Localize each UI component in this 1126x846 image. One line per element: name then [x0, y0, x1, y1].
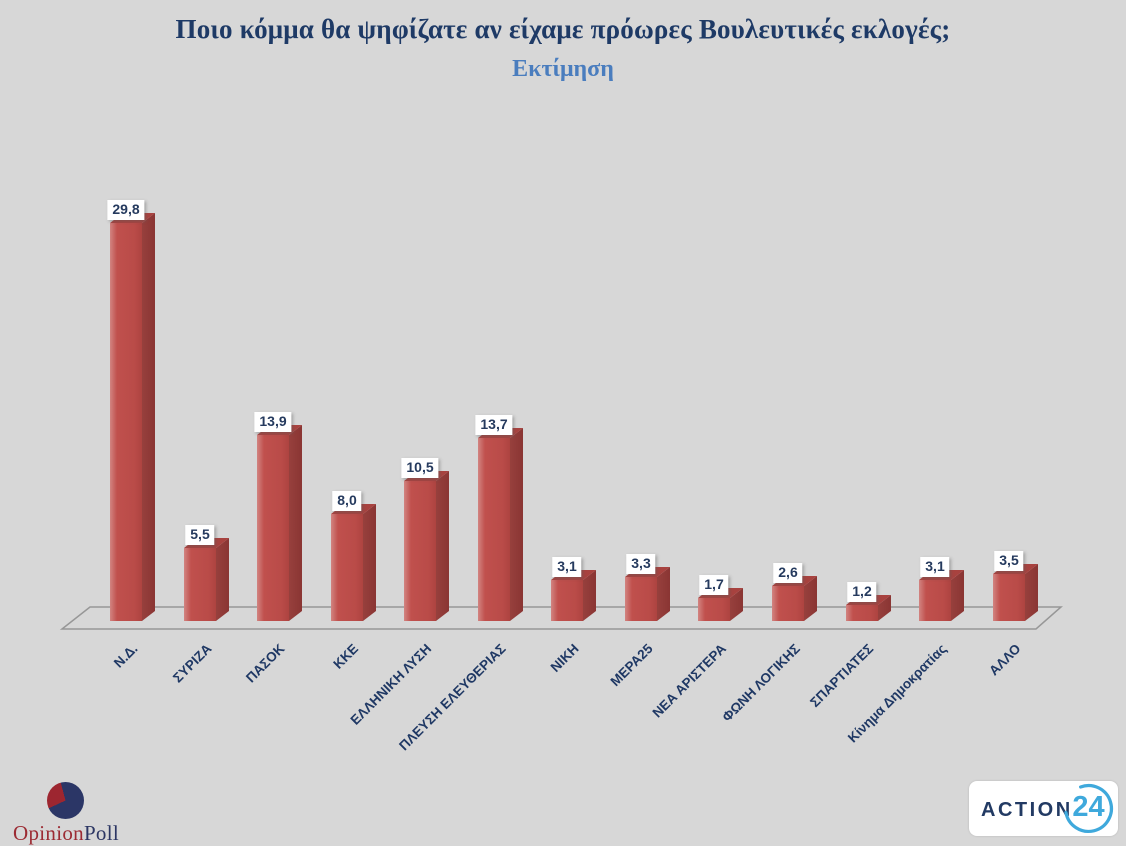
bar-value-label: 3,3 [626, 554, 656, 574]
bar-side [216, 537, 229, 621]
bar-value-label: 13,9 [254, 412, 292, 432]
bar-value-label: 1,7 [699, 575, 729, 595]
category-label: ΑΛΛΟ [986, 641, 1024, 679]
category-label: ΕΛΛΗΝΙΚΗ ΛΥΣΗ [347, 641, 435, 728]
bar-front [772, 586, 804, 621]
opinionpoll-wordmark-opinion: Opinion [13, 821, 84, 845]
bar-front [404, 481, 436, 621]
opinionpoll-wordmark-poll: Poll [83, 821, 119, 845]
bar-front [846, 605, 878, 621]
category-label: ΚΚΕ [330, 641, 362, 672]
bar-side [436, 470, 449, 621]
bar-value-label: 5,5 [185, 525, 215, 545]
bar-value-label: 3,5 [994, 551, 1024, 571]
bar-value-label: 10,5 [401, 458, 439, 478]
bar-value-label: 8,0 [332, 491, 362, 511]
bar-value-label: 29,8 [107, 200, 145, 220]
category-label: ΠΑΣΟΚ [243, 641, 288, 686]
bar-front [110, 223, 142, 621]
opinionpoll-wordmark: OpinionPoll [13, 821, 163, 846]
bar-front [625, 577, 657, 621]
bar-side [510, 427, 523, 621]
bar-value-label: 1,2 [847, 582, 877, 602]
bar-side [1025, 563, 1038, 621]
category-label: ΣΥΡΙΖΑ [170, 641, 215, 686]
chart-subtitle: Εκτίμηση [512, 56, 614, 82]
action24-number: 24 [1072, 791, 1105, 823]
bar-front [184, 548, 216, 621]
category-label: ΣΠΑΡΤΙΑΤΕΣ [807, 641, 877, 711]
bar-front [478, 438, 510, 621]
category-label: ΝΕΑ ΑΡΙΣΤΕΡΑ [649, 641, 729, 721]
bar-side [289, 424, 302, 621]
category-label: ΦΩΝΗ ΛΟΓΙΚΗΣ [718, 641, 803, 725]
bar-front [919, 580, 951, 621]
bar-value-label: 2,6 [773, 563, 803, 583]
action24-ring-icon [1064, 783, 1113, 833]
category-label: Κίνημα Δημοκρατίας [845, 641, 950, 746]
category-label: Ν.Δ. [110, 641, 141, 671]
bar-value-label: 13,7 [475, 415, 513, 435]
category-label: ΝΙΚΗ [547, 641, 582, 675]
bar-front [257, 435, 289, 621]
action24-wordmark: ACTION [981, 799, 1073, 821]
action24-logo: ACTION 24 [969, 781, 1118, 836]
category-label: ΠΛΕΥΣΗ ΕΛΕΥΘΕΡΙΑΣ [396, 641, 509, 754]
pie-chart-icon [47, 782, 84, 819]
bar-front [698, 598, 730, 621]
opinionpoll-logo: OpinionPoll [13, 780, 163, 846]
bar-front [551, 580, 583, 621]
bar-front [993, 574, 1025, 621]
bar-side [142, 212, 155, 621]
bar-value-label: 3,1 [552, 557, 582, 577]
bar-side [363, 503, 376, 621]
chart-title: Ποιο κόμμα θα ψηφίζατε αν είχαμε πρόωρες… [175, 14, 951, 44]
bar-value-label: 3,1 [920, 557, 950, 577]
bar-front [331, 514, 363, 621]
category-label: ΜΕΡΑ25 [607, 641, 656, 690]
